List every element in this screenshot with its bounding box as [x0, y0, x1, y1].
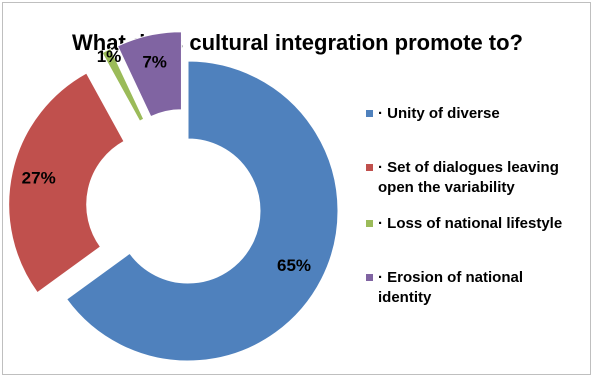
legend-label: · Erosion of national identity: [378, 269, 523, 306]
data-label-erosion-of-national-identity: 7%: [142, 53, 167, 72]
slice-erosion-of-national-identity: [116, 31, 182, 118]
legend-label: · Loss of national lifestyle: [378, 215, 563, 232]
data-label-set-of-dialogues: 27%: [22, 169, 56, 188]
legend-item-loss-of-national-lifestyle: · Loss of national lifestyle: [366, 214, 562, 234]
legend-swatch-erosion-of-national-identity: [366, 274, 373, 281]
legend-item-erosion-of-national-identity: · Erosion of national identity: [366, 268, 546, 308]
legend-item-set-of-dialogues: · Set of dialogues leaving open the vari…: [366, 158, 591, 198]
legend-swatch-set-of-dialogues: [366, 164, 373, 171]
slice-set-of-dialogues: [8, 72, 125, 294]
data-label-unity-of-diverse: 65%: [277, 256, 311, 275]
slice-loss-of-national-lifestyle: [101, 47, 145, 122]
legend-swatch-unity-of-diverse: [366, 110, 373, 117]
legend-label: · Set of dialogues leaving open the vari…: [378, 159, 559, 196]
legend-swatch-loss-of-national-lifestyle: [366, 220, 373, 227]
data-label-loss-of-national-lifestyle: 1%: [97, 47, 122, 66]
legend-item-unity-of-diverse: · Unity of diverse: [366, 104, 500, 124]
legend-label: · Unity of diverse: [378, 105, 500, 122]
slice-unity-of-diverse: [65, 60, 339, 362]
